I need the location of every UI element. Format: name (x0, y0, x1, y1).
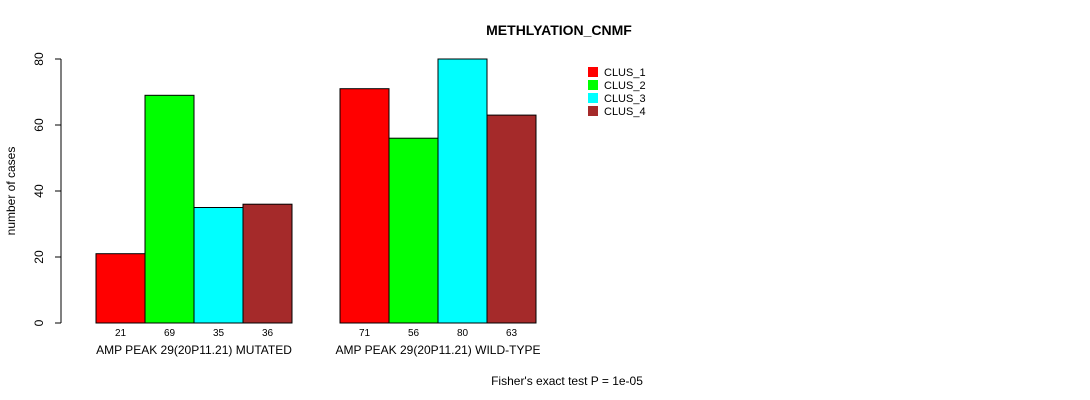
legend-label: CLUS_1 (604, 67, 646, 79)
bar-value-label: 69 (164, 328, 176, 339)
legend-swatch (588, 106, 598, 116)
bar-value-label: 80 (457, 328, 469, 339)
bar-clus-1-group-2 (339, 88, 390, 324)
group-label: AMP PEAK 29(20P11.21) WILD-TYPE (336, 343, 541, 357)
y-axis-label: number of cases (4, 147, 18, 236)
bars (95, 58, 537, 324)
bar-clus-3-group-2 (437, 58, 488, 324)
y-tick-label: 80 (32, 52, 46, 66)
legend-label: CLUS_3 (604, 93, 646, 105)
bar-value-labels: 21 69 35 36 71 56 80 63 (115, 328, 518, 339)
bar-value-label: 71 (359, 328, 371, 339)
chart-title: METHLYATION_CNMF (486, 22, 632, 38)
group-label: AMP PEAK 29(20P11.21) MUTATED (96, 343, 292, 357)
bar-clus-4-group-2 (486, 114, 537, 324)
y-tick-label: 40 (32, 184, 46, 198)
y-tick-label: 0 (32, 319, 46, 326)
bar-value-label: 35 (213, 328, 225, 339)
bar-value-label: 63 (506, 328, 518, 339)
fisher-test-note: Fisher's exact test P = 1e-05 (491, 374, 643, 388)
legend-label: CLUS_2 (604, 80, 646, 92)
y-tick-label: 60 (32, 118, 46, 132)
legend-swatch (588, 67, 598, 77)
bar-clus-3-group-1 (193, 207, 244, 324)
bar-clus-2-group-2 (388, 137, 439, 324)
bar-value-label: 21 (115, 328, 127, 339)
y-tick-label: 20 (32, 250, 46, 264)
group-labels: AMP PEAK 29(20P11.21) MUTATED AMP PEAK 29… (96, 343, 540, 357)
legend-label: CLUS_4 (604, 106, 646, 118)
bar-clus-2-group-1 (144, 94, 195, 324)
bar-clus-1-group-1 (95, 253, 146, 324)
bar-value-label: 56 (408, 328, 420, 339)
y-axis: 0 20 40 60 80 (32, 52, 62, 326)
bar-value-label: 36 (262, 328, 274, 339)
legend-swatch (588, 80, 598, 90)
legend-swatch (588, 93, 598, 103)
bar-clus-4-group-1 (242, 203, 293, 324)
